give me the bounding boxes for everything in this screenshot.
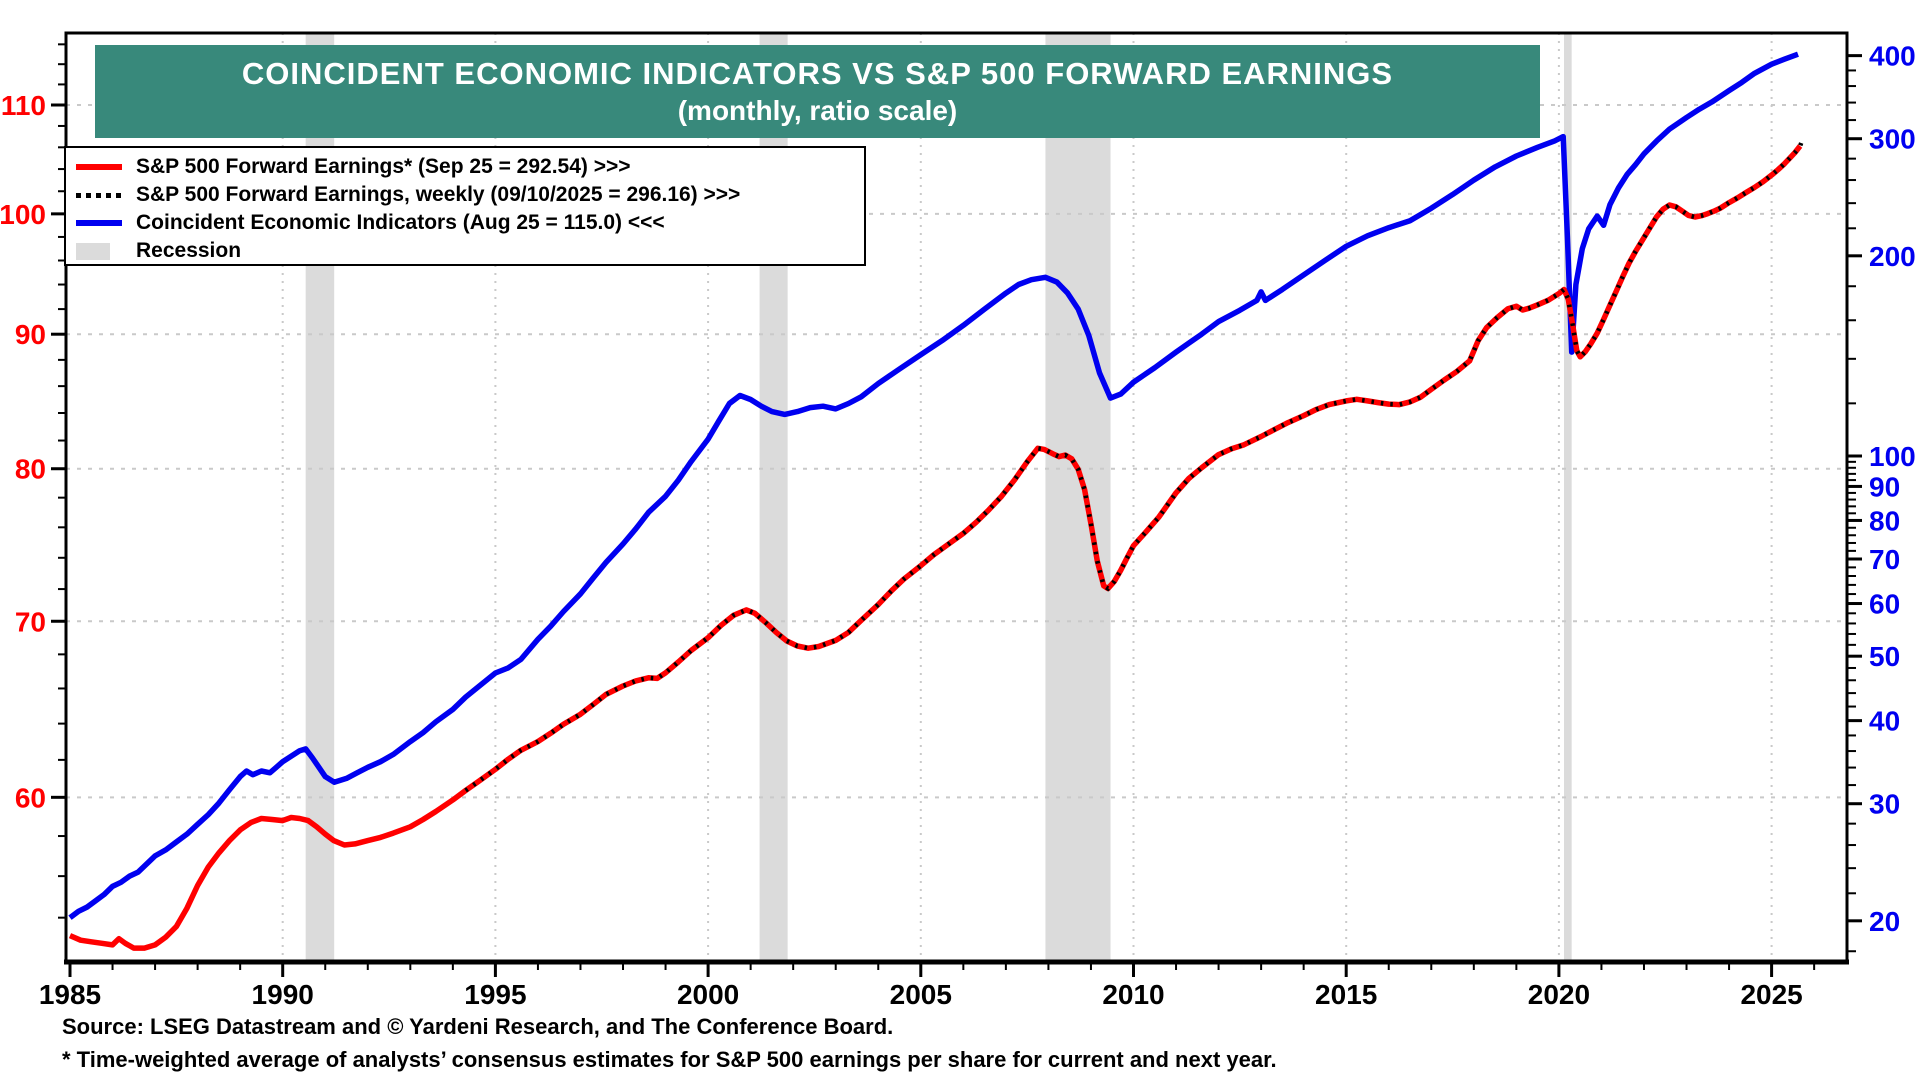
chart-title: COINCIDENT ECONOMIC INDICATORS VS S&P 50… xyxy=(241,56,1394,92)
x-axis-label-1985: 1985 xyxy=(39,979,101,1010)
right-axis-label-60: 60 xyxy=(1869,589,1900,620)
source-note: Source: LSEG Datastream and © Yardeni Re… xyxy=(62,1014,894,1039)
left-axis-label-100: 100 xyxy=(0,199,46,230)
x-axis-label-2020: 2020 xyxy=(1528,979,1590,1010)
left-axis-label-90: 90 xyxy=(15,319,46,350)
legend-item-coincident-indicators: Coincident Economic Indicators (Aug 25 =… xyxy=(76,209,864,237)
x-axis-label-2000: 2000 xyxy=(677,979,739,1010)
right-axis-label-80: 80 xyxy=(1869,505,1900,536)
right-axis-label-100: 100 xyxy=(1869,441,1916,472)
right-axis-label-90: 90 xyxy=(1869,471,1900,502)
legend-label: Coincident Economic Indicators (Aug 25 =… xyxy=(136,211,665,234)
footnote: * Time-weighted average of analysts’ con… xyxy=(62,1047,1277,1072)
recession-swatch-icon xyxy=(76,242,110,260)
dotted-line-swatch-icon xyxy=(76,192,122,198)
x-axis-label-2025: 2025 xyxy=(1740,979,1802,1010)
x-axis-label-1995: 1995 xyxy=(464,979,526,1010)
legend-label: S&P 500 Forward Earnings* (Sep 25 = 292.… xyxy=(136,155,631,178)
left-axis-label-110: 110 xyxy=(1,90,46,121)
right-axis-label-200: 200 xyxy=(1869,241,1916,272)
legend-label: S&P 500 Forward Earnings, weekly (09/10/… xyxy=(136,183,741,206)
x-axis-label-1990: 1990 xyxy=(252,979,314,1010)
red-line-swatch-icon xyxy=(76,164,122,170)
left-axis-label-80: 80 xyxy=(15,454,46,485)
x-axis-label-2010: 2010 xyxy=(1102,979,1164,1010)
x-axis-label-2015: 2015 xyxy=(1315,979,1377,1010)
right-axis-label-400: 400 xyxy=(1869,41,1916,72)
right-axis-label-30: 30 xyxy=(1869,789,1900,820)
right-axis-label-300: 300 xyxy=(1869,124,1916,155)
left-axis-label-60: 60 xyxy=(15,782,46,813)
chart-title-banner: COINCIDENT ECONOMIC INDICATORS VS S&P 50… xyxy=(95,45,1540,138)
chart-subtitle: (monthly, ratio scale) xyxy=(677,95,958,127)
right-axis-label-20: 20 xyxy=(1869,906,1900,937)
legend-label: Recession xyxy=(136,239,242,262)
right-axis-label-50: 50 xyxy=(1869,641,1900,672)
right-axis-label-40: 40 xyxy=(1869,706,1900,737)
right-axis-label-70: 70 xyxy=(1869,544,1900,575)
left-axis-label-70: 70 xyxy=(15,606,46,637)
x-axis-label-2005: 2005 xyxy=(890,979,952,1010)
legend-box: S&P 500 Forward Earnings* (Sep 25 = 292.… xyxy=(64,146,866,266)
legend-item-recession: Recession xyxy=(76,237,864,265)
legend-item-forward-earnings-monthly: S&P 500 Forward Earnings* (Sep 25 = 292.… xyxy=(76,153,864,181)
blue-line-swatch-icon xyxy=(76,220,122,226)
legend-item-forward-earnings-weekly: S&P 500 Forward Earnings, weekly (09/10/… xyxy=(76,181,864,209)
